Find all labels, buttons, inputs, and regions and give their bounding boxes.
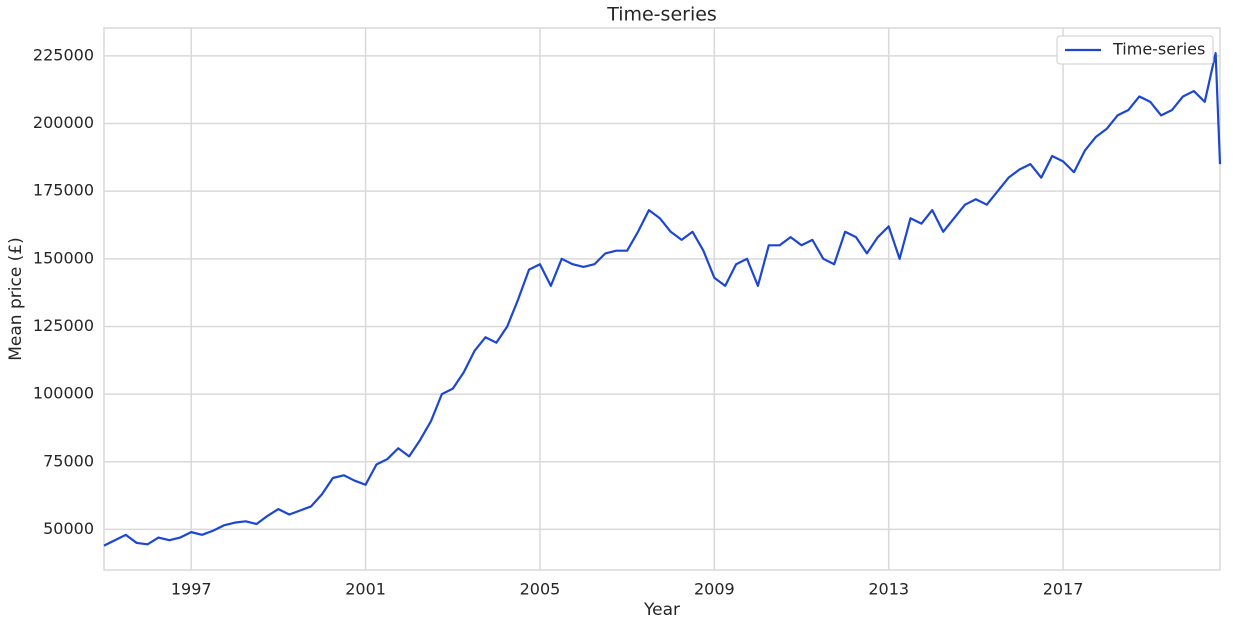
x-tick-label: 2009 [694, 580, 735, 599]
y-tick-label: 200000 [33, 113, 94, 132]
y-tick-label: 125000 [33, 316, 94, 335]
y-tick-label: 100000 [33, 384, 94, 403]
x-tick-label: 2013 [868, 580, 909, 599]
chart-title: Time-series [606, 4, 717, 26]
y-axis-label: Mean price (£) [6, 237, 26, 361]
x-tick-label: 1997 [171, 580, 212, 599]
x-tick-label: 2017 [1043, 580, 1084, 599]
y-tick-label: 75000 [43, 451, 94, 470]
x-tick-label: 2005 [520, 580, 561, 599]
x-tick-label: 2001 [345, 580, 386, 599]
legend-box [1056, 35, 1214, 65]
line [103, 52, 1222, 547]
y-tick-label: 225000 [33, 45, 94, 64]
legend-label: Time-series [1112, 40, 1205, 59]
legend: Time-series [1056, 35, 1214, 65]
y-tick-label: 50000 [43, 519, 94, 538]
x-axis-label: Year [643, 600, 680, 620]
y-tick-label: 175000 [33, 181, 94, 200]
plot-frame [103, 27, 1221, 571]
y-tick-label: 150000 [33, 248, 94, 267]
